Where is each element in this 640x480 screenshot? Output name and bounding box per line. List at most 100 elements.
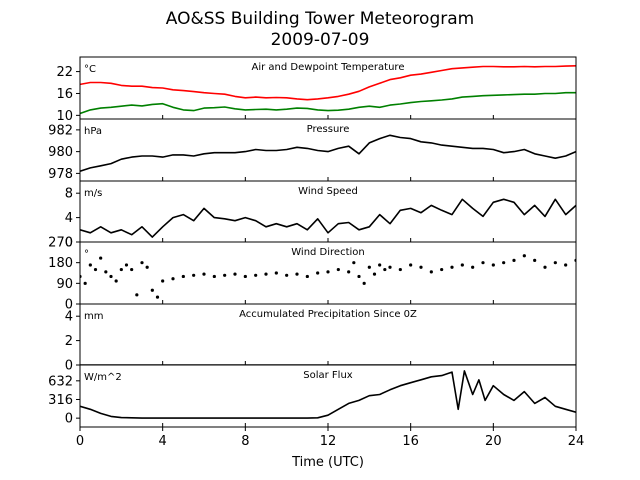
data-point	[564, 263, 568, 267]
y-tick-label: 90	[56, 277, 73, 292]
panel-title: Wind Speed	[298, 186, 358, 197]
data-point	[223, 273, 227, 277]
x-axis-label: Time (UTC)	[291, 455, 364, 470]
data-point	[367, 265, 371, 269]
data-point	[460, 263, 464, 267]
data-point	[429, 270, 433, 274]
data-point	[109, 274, 113, 279]
data-point	[305, 274, 309, 279]
figure-title-line1: AO&SS Building Tower Meteorogram	[166, 9, 474, 29]
panel-1: 978 980 982 hPa Pressure	[48, 118, 577, 182]
data-point	[295, 272, 299, 276]
data-point	[88, 263, 92, 267]
data-point	[161, 279, 165, 283]
data-point	[440, 267, 444, 272]
data-point	[145, 265, 149, 269]
data-point	[378, 263, 382, 267]
x-axis: 0 4 8 12 16 20 24	[76, 427, 584, 449]
data-point	[533, 258, 537, 262]
y-tick-label: 4	[65, 211, 73, 226]
y-tick-label: 982	[48, 123, 73, 138]
panel-unit: °	[84, 249, 89, 260]
y-tick-label: 0	[65, 359, 73, 374]
x-tick-label: 24	[568, 434, 585, 449]
data-point	[326, 270, 330, 274]
panel-5: 0 316 632 W/m^2 Solar Flux	[48, 364, 577, 428]
data-point	[409, 263, 413, 267]
panel-unit: mm	[84, 311, 103, 322]
y-tick-label: 270	[48, 236, 73, 251]
data-point	[243, 274, 247, 279]
data-point	[135, 293, 139, 297]
x-tick-label: 20	[485, 434, 502, 449]
y-tick-label: 0	[65, 298, 73, 313]
y-tick-label: 632	[48, 374, 73, 389]
series-line	[80, 91, 576, 115]
y-tick-label: 4	[65, 310, 73, 325]
y-tick-label: 8	[65, 187, 73, 202]
data-point	[553, 261, 557, 265]
data-point	[512, 258, 516, 262]
panel-0: 10 16 22 °C Air and Dewpoint Temperature	[56, 56, 577, 124]
y-tick-label: 0	[65, 236, 73, 251]
data-point	[119, 267, 123, 272]
panel-title: Pressure	[307, 124, 350, 135]
data-point	[481, 261, 485, 265]
data-point	[383, 267, 387, 272]
y-tick-label: 180	[48, 256, 73, 271]
data-point	[130, 267, 134, 272]
panel-unit: °C	[84, 64, 96, 75]
data-point	[124, 263, 129, 267]
data-point	[114, 279, 118, 283]
y-tick-label: 16	[56, 87, 73, 102]
data-point	[93, 267, 98, 272]
data-point	[336, 267, 340, 272]
y-tick-label: 978	[48, 167, 73, 182]
x-tick-label: 0	[76, 434, 84, 449]
data-point	[372, 272, 377, 276]
data-point	[212, 274, 216, 279]
data-point	[202, 272, 206, 276]
data-point	[316, 271, 320, 275]
data-point	[285, 273, 289, 277]
data-point	[171, 277, 175, 281]
panel-unit: W/m^2	[84, 372, 122, 383]
data-point	[362, 281, 366, 285]
panel-3: 0 90 180 270 ° Wind Direction	[48, 236, 577, 313]
x-tick-label: 16	[402, 434, 419, 449]
data-point	[192, 273, 196, 277]
y-tick-label: 22	[56, 65, 73, 80]
data-point	[155, 295, 160, 299]
panel-unit: m/s	[84, 188, 102, 199]
data-point	[543, 265, 547, 269]
panel-title: Wind Direction	[291, 247, 365, 258]
x-tick-label: 8	[241, 434, 249, 449]
data-point	[181, 274, 185, 279]
panel-title: Air and Dewpoint Temperature	[252, 62, 405, 73]
series-line	[80, 65, 576, 101]
panel-2: 0 4 8 m/s Wind Speed	[65, 180, 577, 251]
series-line	[80, 370, 576, 419]
data-point	[398, 267, 402, 272]
data-point	[274, 271, 278, 275]
data-point	[104, 270, 108, 274]
series-0	[80, 254, 576, 299]
x-tick-label: 4	[159, 434, 167, 449]
data-point	[522, 254, 526, 258]
y-tick-label: 10	[56, 109, 73, 124]
panel-4: 0 2 4 mm Accumulated Precipitation Since 0Z	[65, 303, 577, 374]
data-point	[471, 265, 475, 269]
y-tick-label: 2	[65, 334, 73, 349]
panel-title: Solar Flux	[303, 370, 353, 381]
panel-unit: hPa	[84, 126, 102, 137]
data-point	[388, 265, 392, 269]
data-point	[264, 272, 268, 276]
y-tick-label: 980	[48, 145, 73, 160]
data-point	[347, 270, 351, 274]
data-point	[419, 265, 423, 269]
series-line	[80, 198, 576, 238]
data-point	[233, 272, 237, 276]
data-point	[352, 261, 356, 265]
